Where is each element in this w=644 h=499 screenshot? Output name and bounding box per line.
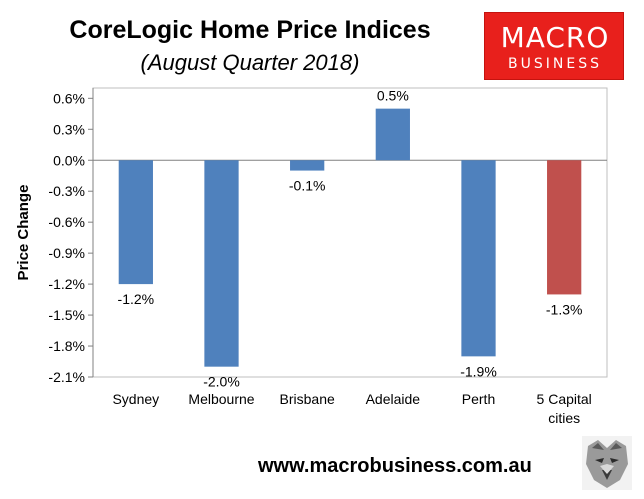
y-tick-label: 0.3%: [53, 121, 85, 137]
data-labels: -1.2% -2.0% -0.1% 0.5% -1.9% -1.3%: [118, 88, 583, 390]
x-tick-label: Perth: [462, 391, 495, 407]
y-tick-label: 0.0%: [53, 152, 85, 168]
y-tick-label: -1.8%: [48, 338, 85, 354]
y-tick-label: -0.9%: [48, 245, 85, 261]
data-label: -1.9%: [460, 363, 497, 379]
y-axis: 0.6% 0.3% 0.0% -0.3% -0.6% -0.9% -1.2% -1.5% -1.…: [48, 88, 607, 385]
bar: [461, 160, 496, 357]
chart-subtitle: (August Quarter 2018): [140, 50, 360, 75]
logo-line-2: BUSINESS: [508, 56, 602, 72]
chart-title: CoreLogic Home Price Indices: [69, 16, 431, 44]
bar: [118, 160, 153, 285]
y-tick-label: 0.6%: [53, 90, 85, 106]
x-tick-label: Melbourne: [188, 391, 254, 407]
logo-line-1: MACRO: [500, 21, 610, 54]
x-tick-label: Brisbane: [280, 391, 335, 407]
macro-business-logo: MACRO BUSINESS: [484, 12, 624, 80]
plot-area: [92, 87, 608, 378]
data-label: -1.3%: [546, 301, 583, 317]
website-url[interactable]: www.macrobusiness.com.au: [258, 455, 532, 477]
bar: [375, 108, 410, 161]
data-label: -1.2%: [118, 291, 155, 307]
x-axis: Sydney Melbourne Brisbane Adelaide Perth 5 Ca…: [112, 391, 591, 426]
x-tick-label: Adelaide: [366, 391, 421, 407]
data-label: -2.0%: [203, 374, 240, 390]
bar: [204, 160, 239, 367]
x-tick-label: 5 Capital: [537, 391, 592, 407]
bar: [290, 160, 325, 171]
data-label: -0.1%: [289, 178, 326, 194]
wolf-icon: [582, 436, 632, 490]
y-tick-label: -1.5%: [48, 307, 85, 323]
y-tick-label: -0.3%: [48, 183, 85, 199]
y-tick-label: -2.1%: [48, 369, 85, 385]
data-label: 0.5%: [377, 88, 409, 104]
bars: [118, 108, 582, 367]
x-tick-label: Sydney: [112, 391, 159, 407]
y-tick-label: -1.2%: [48, 276, 85, 292]
x-tick-label: cities: [548, 410, 580, 426]
y-axis-title: Price Change: [15, 185, 32, 281]
bar: [547, 160, 582, 295]
y-tick-label: -0.6%: [48, 214, 85, 230]
